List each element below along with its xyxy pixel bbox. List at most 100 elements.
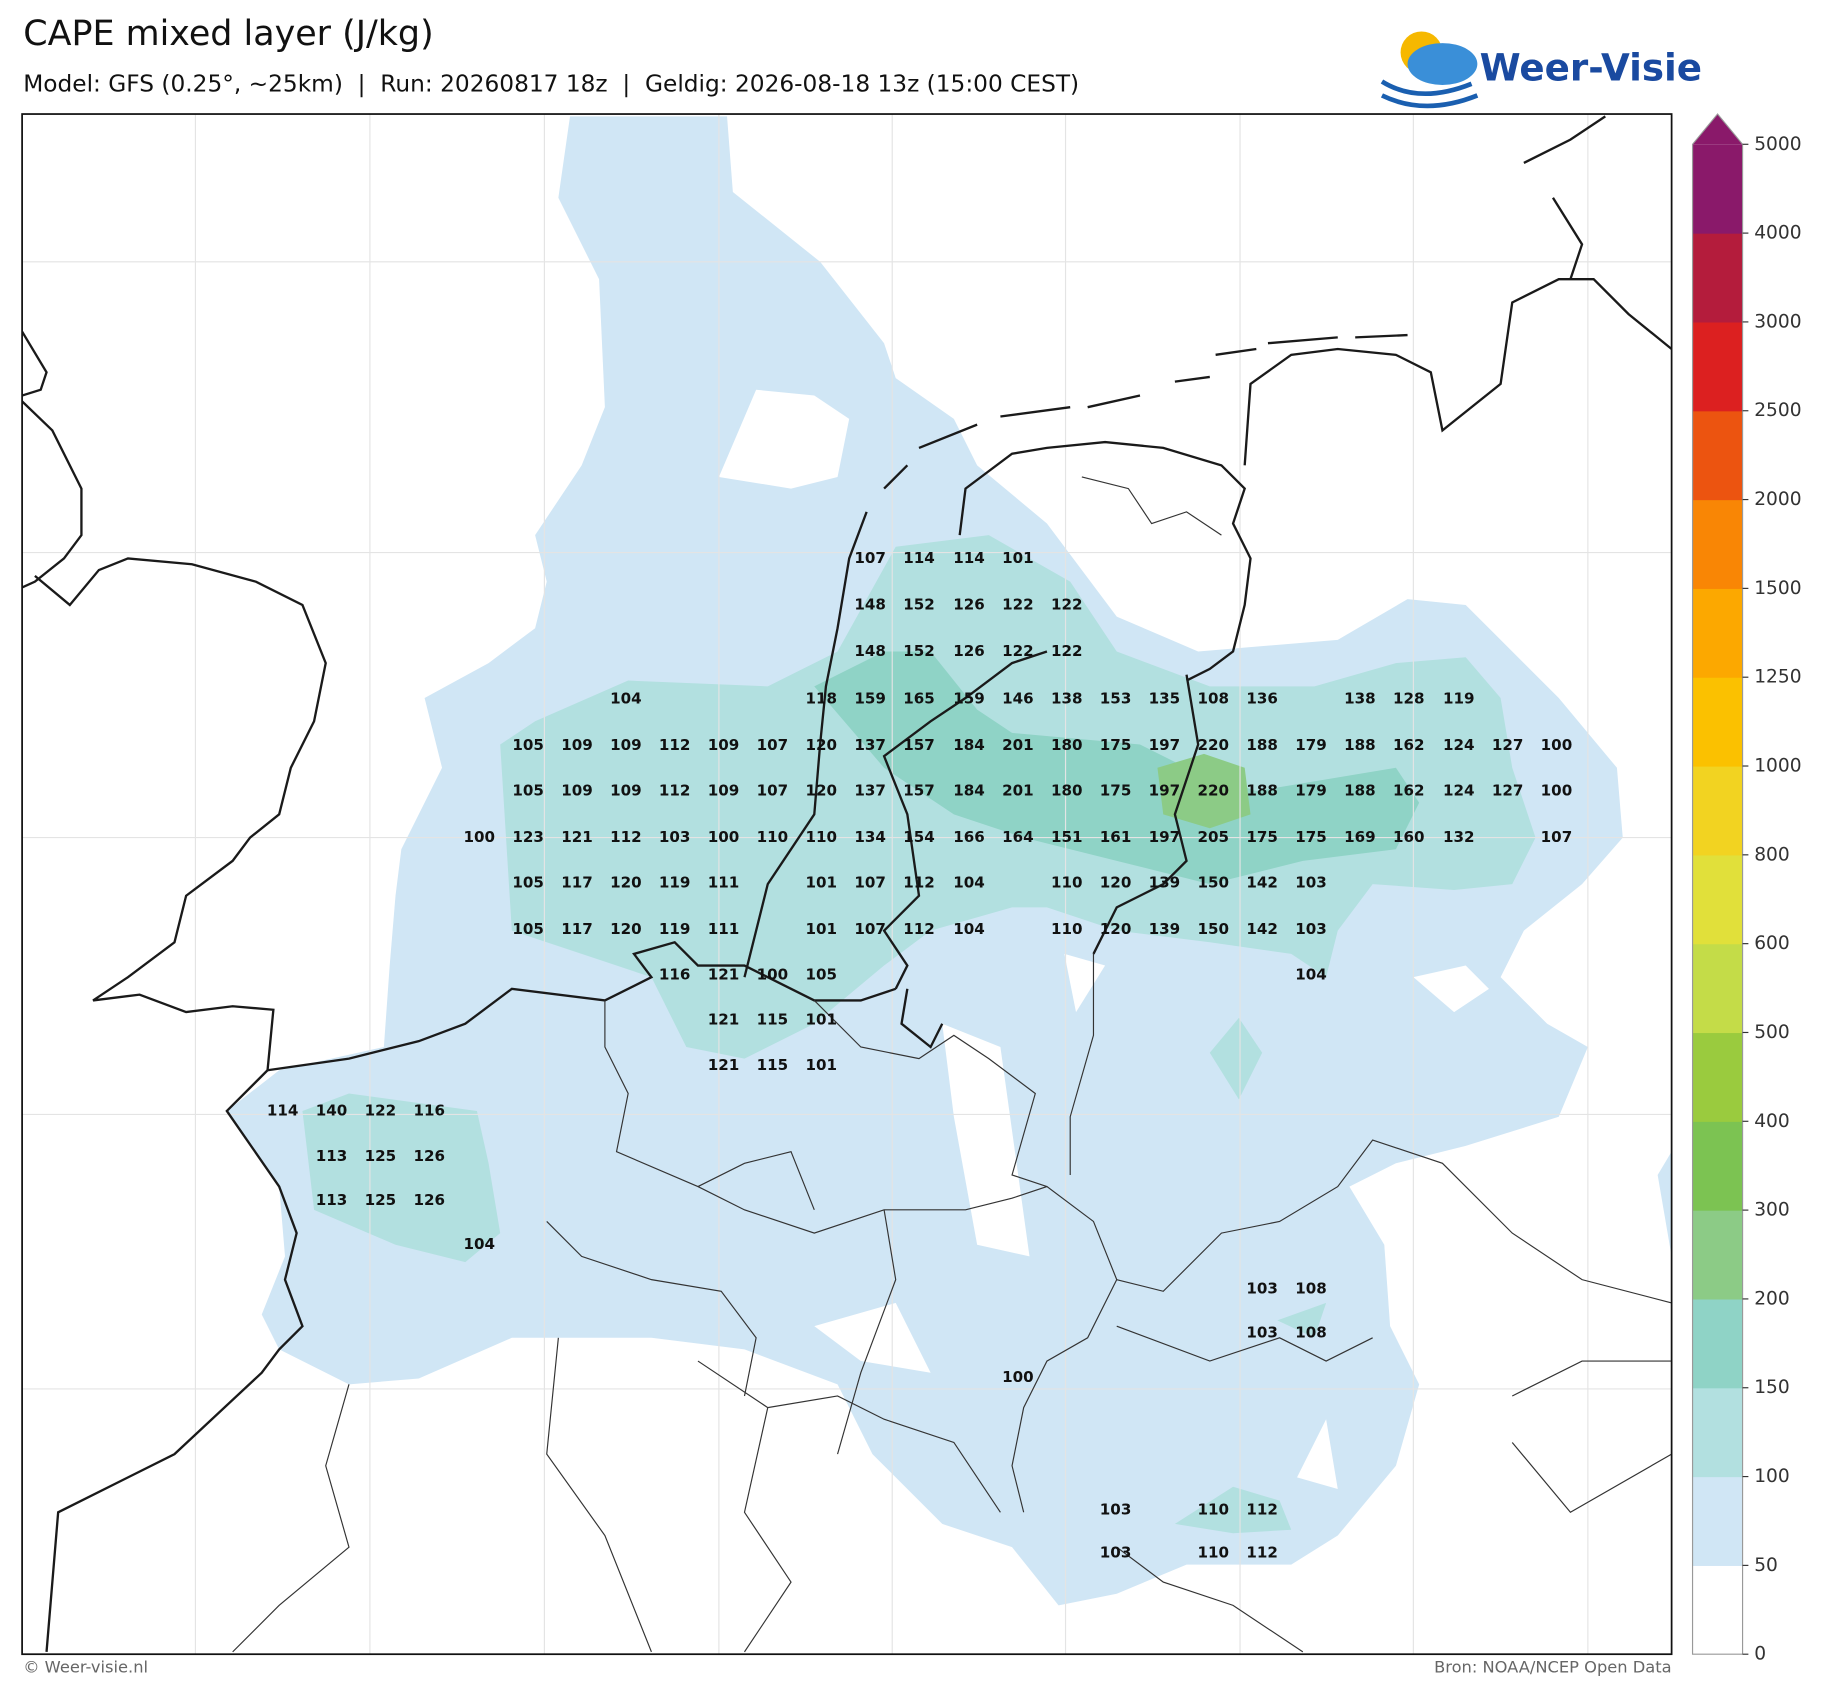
- logo: Weer-Visie: [1380, 31, 1702, 109]
- colorbar-segment: [1692, 1565, 1743, 1655]
- value-label: 105: [805, 965, 837, 983]
- value-label: 197: [1149, 736, 1181, 754]
- value-label: 110: [1198, 1500, 1230, 1518]
- value-label: 105: [512, 782, 544, 800]
- value-label: 121: [708, 1056, 740, 1074]
- value-label: 152: [903, 642, 935, 660]
- value-label: 140: [316, 1101, 348, 1119]
- value-label: 169: [1344, 828, 1376, 846]
- value-label: 111: [708, 920, 740, 938]
- value-label: 103: [1246, 1279, 1278, 1297]
- value-label: 142: [1246, 920, 1278, 938]
- colorbar-tick-label: 1000: [1754, 756, 1801, 777]
- colorbar-segment: [1692, 766, 1743, 856]
- value-label: 104: [953, 920, 985, 938]
- title: CAPE mixed layer (J/kg): [23, 14, 433, 54]
- value-label: 107: [1541, 828, 1573, 846]
- value-label: 126: [413, 1191, 445, 1209]
- cape-area: [1157, 753, 1251, 829]
- value-label: 114: [953, 549, 985, 567]
- colorbar-tick-label: 2500: [1754, 400, 1801, 421]
- value-label: 152: [903, 595, 935, 613]
- value-label: 162: [1393, 782, 1425, 800]
- value-label: 197: [1149, 828, 1181, 846]
- value-label: 115: [757, 1011, 789, 1029]
- colorbar-tick-label: 300: [1754, 1200, 1790, 1221]
- value-label: 124: [1443, 736, 1475, 754]
- value-label: 127: [1492, 736, 1524, 754]
- value-label: 104: [953, 873, 985, 891]
- value-label: 157: [903, 736, 935, 754]
- cape-area: [1064, 953, 1106, 1013]
- value-label: 110: [1198, 1544, 1230, 1562]
- value-label: 100: [757, 965, 789, 983]
- colorbar-tick-label: 600: [1754, 933, 1790, 954]
- value-label: 100: [1541, 782, 1573, 800]
- value-label: 103: [1100, 1544, 1132, 1562]
- value-label: 132: [1443, 828, 1475, 846]
- value-label: 148: [854, 595, 886, 613]
- value-label: 136: [1246, 690, 1278, 708]
- value-label: 122: [1002, 642, 1034, 660]
- value-label: 166: [953, 828, 985, 846]
- value-label: 120: [1100, 873, 1132, 891]
- borders: [232, 476, 1672, 1653]
- value-label: 105: [512, 873, 544, 891]
- colorbar-tick-label: 3000: [1754, 311, 1801, 332]
- value-label: 205: [1198, 828, 1230, 846]
- value-label: 109: [610, 782, 642, 800]
- value-label: 112: [610, 828, 642, 846]
- value-label: 201: [1002, 736, 1034, 754]
- value-label: 105: [512, 736, 544, 754]
- value-label: 184: [953, 736, 985, 754]
- value-label: 117: [561, 920, 593, 938]
- value-label: 160: [1393, 828, 1425, 846]
- colorbar-tick-label: 400: [1754, 1111, 1790, 1132]
- value-label: 138: [1344, 690, 1376, 708]
- value-label: 109: [610, 736, 642, 754]
- value-label: 112: [903, 920, 935, 938]
- value-label: 188: [1246, 736, 1278, 754]
- value-label: 139: [1149, 920, 1181, 938]
- value-label: 112: [903, 873, 935, 891]
- value-label: 153: [1100, 690, 1132, 708]
- value-label: 116: [413, 1101, 445, 1119]
- colorbar-tick-label: 50: [1754, 1555, 1778, 1576]
- coastlines: [22, 115, 1672, 1652]
- value-label: 150: [1198, 920, 1230, 938]
- value-label: 126: [953, 595, 985, 613]
- value-label: 103: [1100, 1500, 1132, 1518]
- value-label: 104: [463, 1235, 495, 1253]
- value-label: 110: [805, 828, 837, 846]
- value-label: 175: [1100, 782, 1132, 800]
- colorbar-segment: [1692, 1476, 1743, 1566]
- colorbar-tick-label: 200: [1754, 1288, 1790, 1309]
- value-label: 134: [854, 828, 886, 846]
- value-label: 110: [1051, 920, 1083, 938]
- value-label: 109: [708, 782, 740, 800]
- value-label: 109: [561, 736, 593, 754]
- colorbar-segment: [1692, 410, 1743, 501]
- value-label: 103: [1246, 1324, 1278, 1342]
- value-label: 197: [1149, 782, 1181, 800]
- value-label: 113: [316, 1191, 348, 1209]
- value-label: 117: [561, 873, 593, 891]
- value-label: 122: [1051, 595, 1083, 613]
- colorbar-segment: [1692, 854, 1743, 945]
- colorbar-tick-label: 500: [1754, 1022, 1790, 1043]
- value-label: 112: [1246, 1500, 1278, 1518]
- value-labels: 107 114 114 101 148 152 126 122 122 148 152 126 122 1…: [267, 549, 1572, 1562]
- colorbar-segment: [1692, 1298, 1743, 1389]
- value-label: 135: [1149, 690, 1181, 708]
- value-label: 100: [463, 828, 495, 846]
- value-label: 114: [267, 1101, 299, 1119]
- value-label: 146: [1002, 690, 1034, 708]
- value-label: 184: [953, 782, 985, 800]
- value-label: 159: [953, 690, 985, 708]
- footer-right: Bron: NOAA/NCEP Open Data: [1434, 1658, 1672, 1677]
- value-label: 101: [1002, 549, 1034, 567]
- cape-area: [942, 1023, 1030, 1257]
- value-label: 110: [757, 828, 789, 846]
- colorbar-segment: [1692, 233, 1743, 323]
- value-label: 108: [1295, 1324, 1327, 1342]
